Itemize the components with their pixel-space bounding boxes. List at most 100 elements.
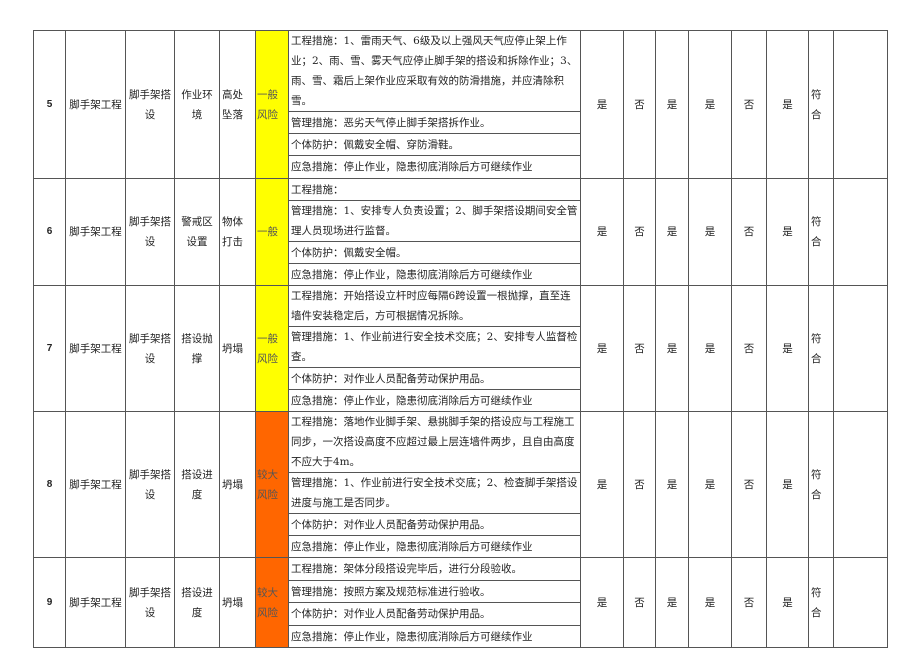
check-cell: 是 [688,178,732,286]
check-cell: 否 [731,178,767,286]
table-row: 应急措施：停止作业，隐患彻底消除后方可继续作业 [34,625,888,648]
result-cell: 符合 [808,411,834,558]
activity-cell: 脚手架搭设 [125,411,175,558]
check-cell: 否 [731,411,767,558]
check-cell: 是 [580,30,624,179]
check-cell: 是 [766,285,809,412]
activity-cell: 脚手架搭设 [125,285,175,412]
measure-cell: 个体防护：对作业人员配备劳动保护用品。 [288,513,581,536]
table-row: 9 脚手架工程 脚手架搭设 搭设进度 坍塌 较大风险 工程措施：架体分段搭设完毕后，进行分段… [33,557,888,648]
row-number: 8 [33,411,66,558]
hazard-cell: 坍塌 [219,285,256,412]
project-cell: 脚手架工程 [65,30,126,179]
row-number: 7 [33,285,66,412]
check-cell: 是 [655,411,689,558]
check-cell: 是 [766,557,809,648]
factor-cell: 作业环境 [174,30,220,179]
measure-cell: 个体防护：对作业人员配备劳动保护用品。 [288,602,581,626]
measure-cell: 应急措施：停止作业，隐患彻底消除后方可继续作业 [288,155,581,179]
check-cell: 是 [655,285,689,412]
check-cell: 否 [623,411,656,558]
factor-cell: 搭设抛撑 [174,285,220,412]
measure-cell: 管理措施：恶劣天气停止脚手架搭拆作业。 [288,111,581,134]
check-cell: 是 [688,30,732,179]
table-row: 个体防护：对作业人员配备劳动保护用品。 [34,602,888,626]
check-cell: 是 [580,557,624,648]
activity-cell: 脚手架搭设 [125,178,175,286]
check-cell: 否 [623,30,656,179]
project-cell: 脚手架工程 [65,178,126,286]
result-cell: 符合 [808,178,834,286]
measure-cell: 工程措施：架体分段搭设完毕后，进行分段验收。 [288,557,581,581]
row-number: 5 [33,30,66,179]
measure-cell: 管理措施：按照方案及规范标准进行验收。 [288,580,581,603]
table-row: 应急措施：停止作业，隐患彻底消除后方可继续作业 [34,263,888,286]
table-row: 8 脚手架工程 脚手架搭设 搭设进度 坍塌 较大风险 工程措施：落地作业脚手架、悬挑脚手架的… [33,411,888,558]
check-cell: 否 [731,30,767,179]
factor-cell: 搭设进度 [174,411,220,558]
table-row: 管理措施：1、作业前进行安全技术交底；2、安排专人监督检查。 [34,326,888,368]
check-cell: 否 [623,285,656,412]
table-row: 6 脚手架工程 脚手架搭设 警戒区设置 物体打击 一般 工程措施：是否是是否是符合 [33,178,888,286]
project-cell: 脚手架工程 [65,285,126,412]
measure-cell: 应急措施：停止作业，隐患彻底消除后方可继续作业 [288,625,581,648]
result-cell: 符合 [808,30,834,179]
check-cell: 是 [766,178,809,286]
factor-cell: 搭设进度 [174,557,220,648]
risk-level-cell: 一般风险 [255,30,289,179]
remark-cell [833,285,888,412]
check-cell: 是 [688,285,732,412]
check-cell: 是 [766,30,809,179]
measure-cell: 工程措施：开始搭设立杆时应每隔6跨设置一根抛撑，直至连墙件安装稳定后，方可根据情… [288,285,581,327]
hazard-cell: 高处坠落 [219,30,256,179]
risk-level-cell: 一般 [255,178,289,286]
activity-cell: 脚手架搭设 [125,557,175,648]
remark-cell [833,30,888,179]
measure-cell: 个体防护：佩戴安全帽、穿防滑鞋。 [288,133,581,156]
risk-control-table: 5 脚手架工程 脚手架搭设 作业环境 高处坠落 一般风险 工程措施：1、雷雨天气、6级及以上… [33,30,888,648]
table-row: 管理措施：1、安排专人负责设置；2、脚手架搭设期间安全管理人员现场进行监督。 [34,200,888,242]
check-cell: 是 [655,178,689,286]
result-cell: 符合 [808,285,834,412]
factor-cell: 警戒区设置 [174,178,220,286]
check-cell: 是 [655,557,689,648]
check-cell: 是 [688,411,732,558]
result-cell: 符合 [808,557,834,648]
measure-cell: 工程措施： [288,178,581,201]
measure-cell: 应急措施：停止作业，隐患彻底消除后方可继续作业 [288,389,581,412]
table-row: 管理措施：按照方案及规范标准进行验收。 [34,580,888,603]
hazard-cell: 坍塌 [219,411,256,558]
table-row: 管理措施：1、作业前进行安全技术交底；2、检查脚手架搭设进度与施工是否同步。 [34,472,888,514]
table-row: 个体防护：佩戴安全帽。 [34,241,888,264]
measure-cell: 工程措施：落地作业脚手架、悬挑脚手架的搭设应与工程施工同步，一次搭设高度不应超过… [288,411,581,473]
measure-cell: 应急措施：停止作业，隐患彻底消除后方可继续作业 [288,535,581,558]
table-row: 应急措施：停止作业，隐患彻底消除后方可继续作业 [34,535,888,558]
check-cell: 否 [731,557,767,648]
check-cell: 否 [623,178,656,286]
measure-cell: 管理措施：1、作业前进行安全技术交底；2、检查脚手架搭设进度与施工是否同步。 [288,472,581,514]
remark-cell [833,411,888,558]
check-cell: 是 [580,285,624,412]
activity-cell: 脚手架搭设 [125,30,175,179]
measure-cell: 管理措施：1、作业前进行安全技术交底；2、安排专人监督检查。 [288,326,581,368]
check-cell: 是 [766,411,809,558]
table-row: 7 脚手架工程 脚手架搭设 搭设抛撑 坍塌 一般风险 工程措施：开始搭设立杆时应每隔6跨设置… [33,285,888,412]
measure-cell: 应急措施：停止作业，隐患彻底消除后方可继续作业 [288,263,581,286]
check-cell: 否 [731,285,767,412]
remark-cell [833,178,888,286]
measure-cell: 个体防护：对作业人员配备劳动保护用品。 [288,367,581,390]
risk-level-cell: 较大风险 [255,557,289,648]
table-row: 应急措施：停止作业，隐患彻底消除后方可继续作业 [34,389,888,412]
check-cell: 是 [688,557,732,648]
check-cell: 是 [580,178,624,286]
row-number: 9 [33,557,66,648]
check-cell: 是 [580,411,624,558]
project-cell: 脚手架工程 [65,557,126,648]
row-number: 6 [33,178,66,286]
table-row: 个体防护：对作业人员配备劳动保护用品。 [34,513,888,536]
remark-cell [833,557,888,648]
risk-level-cell: 较大风险 [255,411,289,558]
measure-cell: 个体防护：佩戴安全帽。 [288,241,581,264]
table-row: 5 脚手架工程 脚手架搭设 作业环境 高处坠落 一般风险 工程措施：1、雷雨天气、6级及以上… [33,30,888,179]
measure-cell: 管理措施：1、安排专人负责设置；2、脚手架搭设期间安全管理人员现场进行监督。 [288,200,581,242]
